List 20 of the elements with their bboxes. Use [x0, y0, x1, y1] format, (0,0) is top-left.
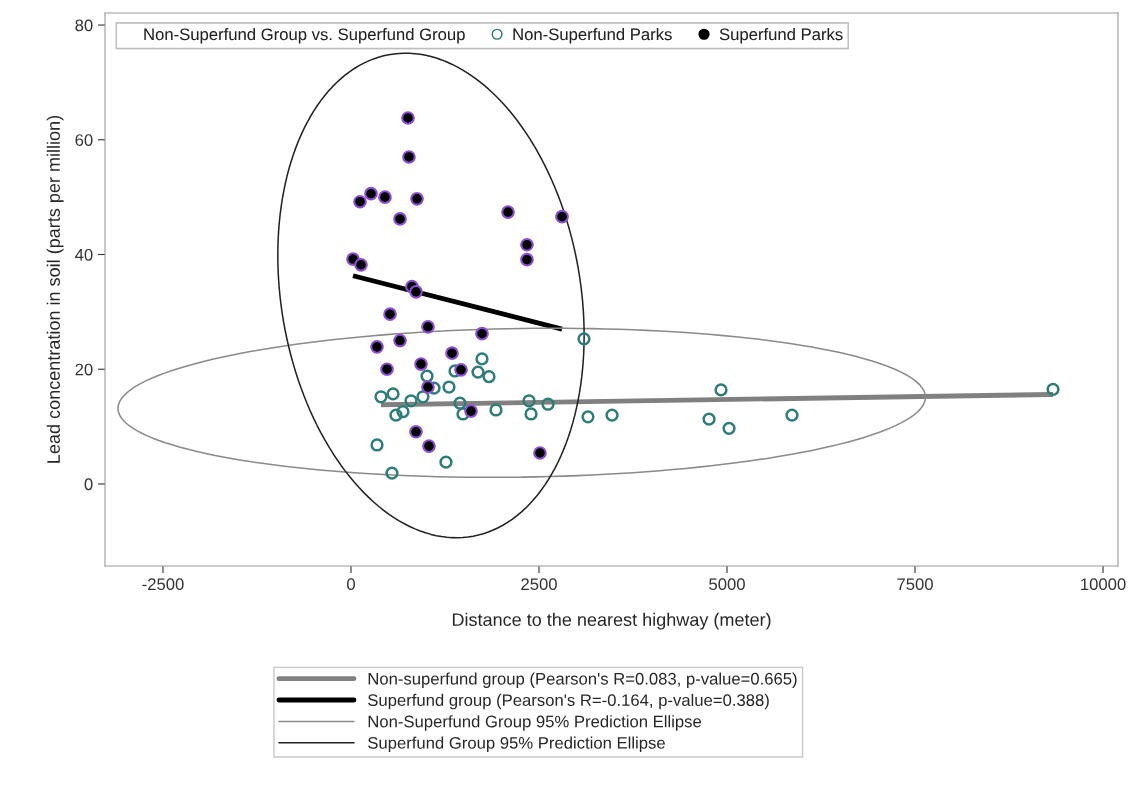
- y-tick-label: 80: [75, 19, 93, 32]
- legend-label: Non-superfund group (Pearson's R=0.083, p-value=0.665): [368, 672, 797, 688]
- y-tick-label: 60: [75, 134, 93, 146]
- text: Non-Superfund Group 95% Prediction Ellipse: [368, 715, 702, 731]
- y-tick-label: 20: [75, 363, 93, 376]
- text: Superfund Group 95% Prediction Ellipse: [368, 736, 665, 753]
- x-tick-label: 0: [347, 578, 355, 591]
- x-tick-label: 10000: [1081, 578, 1126, 591]
- legend-label: Superfund group (Pearson's R=-0.164, p-value=0.388): [368, 693, 769, 710]
- y-axis-title: Lead concentration in soil (parts per million): [46, 115, 64, 463]
- x-axis-title: Distance to the nearest highway (meter): [452, 612, 771, 630]
- x-tick-label: 7500: [897, 578, 933, 591]
- x-tick-label: 5000: [709, 578, 745, 591]
- legend-label: Superfund Parks: [719, 27, 843, 44]
- x-tick-label: -2500: [142, 578, 184, 591]
- legend-label: Non-Superfund Parks: [513, 27, 672, 44]
- x-tick-label: 2500: [521, 578, 557, 591]
- y-tick-label: 40: [75, 248, 93, 261]
- y-tick-label: 0: [84, 478, 93, 491]
- legend-title: Non-Superfund Group vs. Superfund Group: [144, 27, 465, 44]
